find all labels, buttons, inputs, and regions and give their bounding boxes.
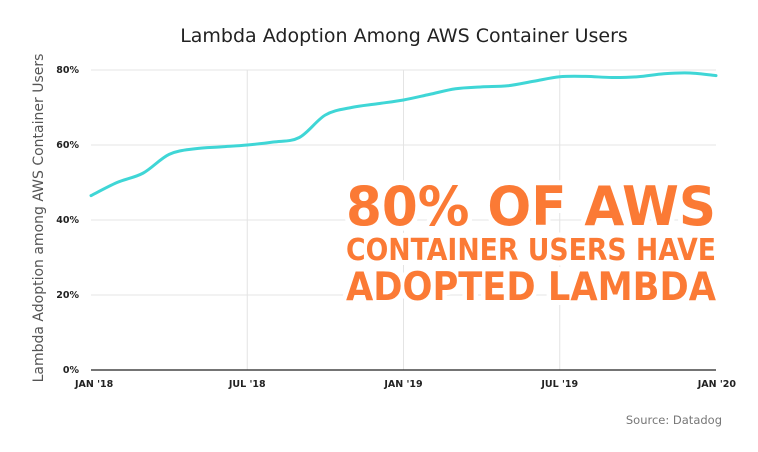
callout-line: 80% OF AWS: [346, 175, 716, 238]
y-tick-label: 40%: [56, 215, 79, 226]
callout-line-halo: ADOPTED LAMBDA: [346, 265, 716, 310]
x-tick-label: JAN '19: [383, 379, 422, 390]
x-tick-label: JAN '20: [697, 379, 737, 390]
callout-line-halo: CONTAINER USERS HAVE: [346, 233, 716, 268]
grid-lines: [91, 69, 716, 370]
x-tick-label: JUL '18: [228, 379, 266, 390]
y-tick-label: 60%: [56, 140, 79, 151]
y-axis-label: Lambda Adoption among AWS Container User…: [31, 54, 47, 383]
y-tick-label: 20%: [56, 290, 79, 301]
y-tick-label: 80%: [56, 65, 79, 76]
source-note: Source: Datadog: [626, 413, 722, 427]
series-layer: [89, 71, 718, 198]
callout-line-halo: 80% OF AWS: [346, 175, 716, 238]
x-tick-label: JAN '18: [74, 379, 114, 390]
y-tick-label: 0%: [63, 365, 80, 376]
chart-title: Lambda Adoption Among AWS Container User…: [180, 25, 628, 47]
callout-line: ADOPTED LAMBDA: [346, 265, 716, 310]
series-line-0: [89, 71, 718, 198]
x-axis-ticks: JAN '18 JUL '18 JAN '19 JUL '19 JAN '20: [74, 379, 736, 390]
callout-line: CONTAINER USERS HAVE: [346, 233, 716, 268]
y-axis-ticks: 0% 20% 40% 60% 80%: [56, 65, 79, 376]
x-tick-label: JUL '19: [540, 379, 578, 390]
